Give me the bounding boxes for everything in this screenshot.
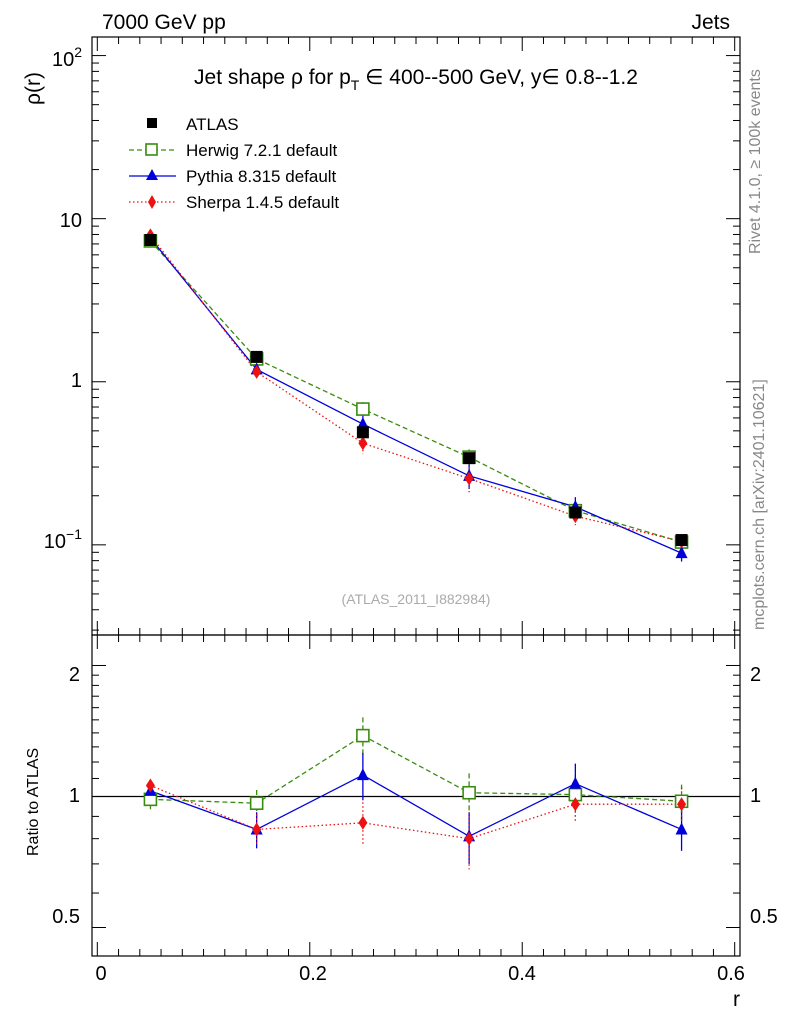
analysis-watermark: (ATLAS_2011_I882984) [342,591,491,607]
ratio-y-tick-label-1-right: 1 [750,785,761,807]
legend-marker-herwig [145,143,158,156]
main-title-suffix: ∈ 400--500 GeV, y∈ 0.8--1.2 [359,66,638,89]
legend-label-atlas: ATLAS [186,115,239,134]
ratio-y-tick-label-2-left: 2 [69,664,80,686]
main-title-prefix: Jet shape ρ for p [194,66,351,89]
ratio-point-pythia [569,776,582,789]
main-point-atlas [569,506,582,519]
ratio-point-sherpa [570,797,580,812]
main-point-herwig [356,402,370,416]
main-line-sherpa [149,234,682,543]
main-y-tick-label-0.1: 10−1 [44,526,82,553]
main-point-pythia [356,417,369,430]
legend-label-sherpa: Sherpa 1.4.5 default [186,193,339,212]
ratio-axis-ticks [92,635,740,956]
main-y-tick-label-1: 1 [71,370,82,392]
ratio-plot-frame [91,634,741,957]
main-y-tick-label-100: 102 [52,44,82,71]
x-tick-label-0: 0 [95,963,106,985]
main-point-sherpa [252,364,262,379]
ratio-line-herwig [150,734,682,804]
ratio-point-sherpa [252,822,262,837]
main-title-subscript: T [351,77,360,93]
x-tick-label-0.6: 0.6 [717,963,745,985]
mcplots-label: mcplots.cern.ch [arXiv:2401.10621] [751,379,768,630]
ratio-point-herwig [356,728,370,743]
header-right-label: Jets [691,11,730,34]
main-point-sherpa [464,471,474,486]
x-tick-label-0.4: 0.4 [508,963,536,985]
legend: ATLAS Herwig 7.2.1 default Pythia 8.315 … [129,115,339,212]
ratio-y-tick-label-2-right: 2 [750,664,761,686]
main-point-atlas [356,426,369,439]
main-point-sherpa [358,436,368,451]
main-y-tick-label-10: 10 [60,210,82,232]
ratio-point-herwig [462,785,476,800]
main-line-herwig [149,240,682,543]
main-point-atlas [144,233,157,246]
ratio-y-tick-label-1-left: 1 [69,785,80,807]
header-left-label: 7000 GeV pp [102,11,226,34]
main-point-atlas [463,452,476,465]
main-title: Jet shape ρ for pT ∈ 400--500 GeV, y∈ 0.… [194,66,638,93]
x-axis-label: r [733,988,740,1011]
rivet-label: Rivet 4.1.0, ≥ 100k events [747,69,764,254]
legend-marker-sherpa [148,195,156,209]
ratio-y-tick-label-0.5-right: 0.5 [750,906,778,928]
legend-label-pythia: Pythia 8.315 default [186,167,337,186]
legend-marker-atlas [147,118,157,128]
ratio-point-sherpa [464,831,474,846]
ratio-line-sherpa [150,784,682,840]
ratio-point-pythia [356,768,369,781]
main-point-atlas [675,534,688,547]
ratio-series-layer [143,717,689,870]
ratio-point-herwig [249,796,264,811]
ratio-y-axis-label: Ratio to ATLAS [25,748,42,856]
main-y-axis-label: ρ(r) [22,72,45,105]
main-point-pythia [675,546,688,559]
ratio-point-pythia [675,822,688,835]
ratio-y-tick-label-0.5-left: 0.5 [52,906,80,928]
main-series-layer [143,228,689,562]
legend-label-herwig: Herwig 7.2.1 default [186,141,337,160]
main-axis-ticks [92,37,740,635]
ratio-point-sherpa [358,815,368,830]
ratio-point-sherpa [145,778,155,793]
ratio-line-pythia [150,774,682,838]
main-point-atlas [250,350,263,363]
legend-marker-pythia [146,169,158,180]
x-tick-label-0.2: 0.2 [299,963,327,985]
ratio-point-sherpa [677,797,687,812]
main-line-pythia [149,237,682,554]
